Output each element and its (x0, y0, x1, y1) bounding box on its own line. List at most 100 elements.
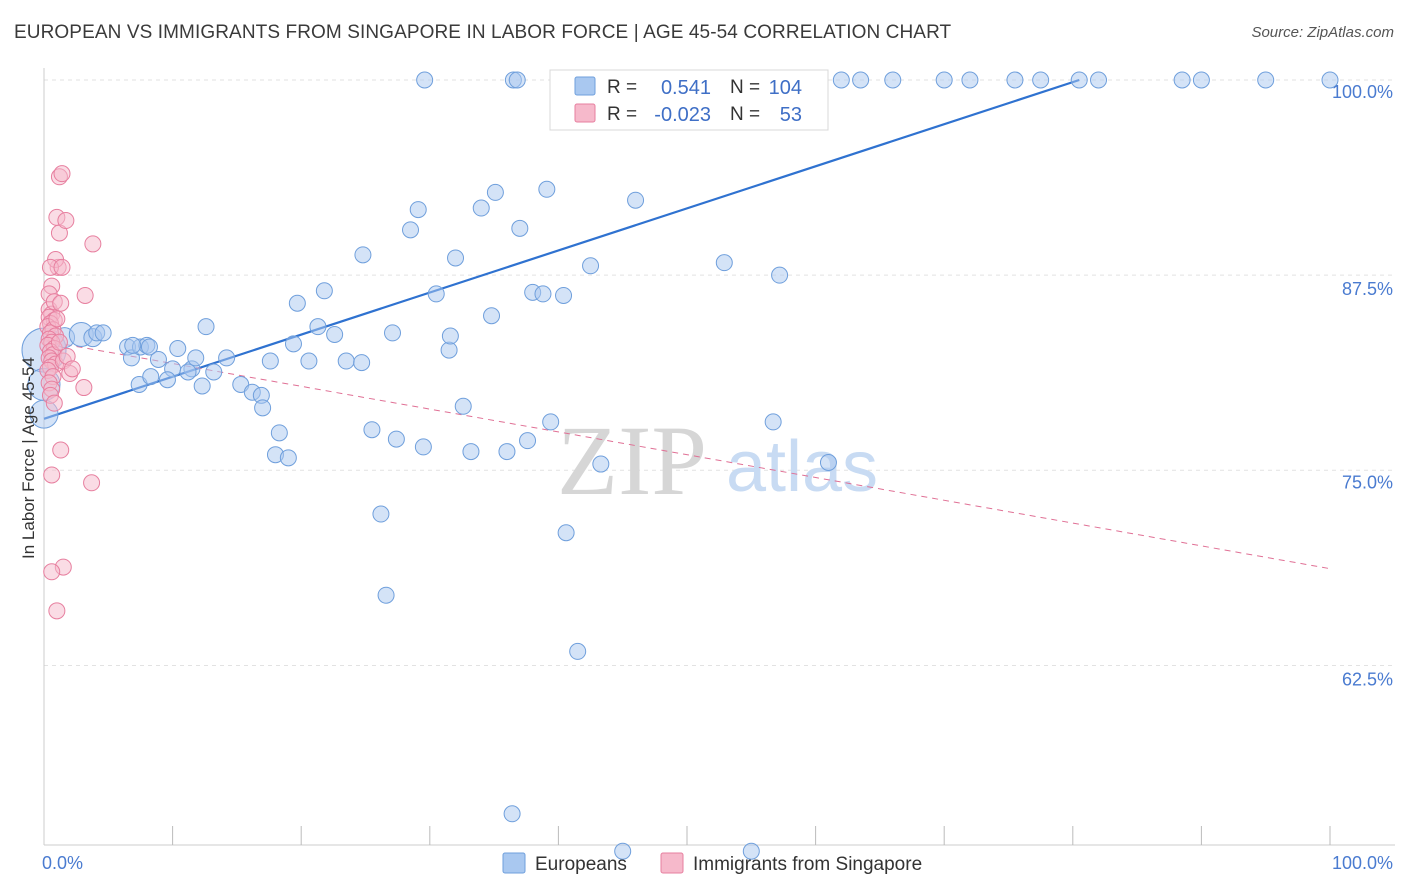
point-europeans (884, 71, 902, 89)
point-europeans (852, 71, 870, 89)
point-europeans (279, 449, 297, 467)
point-europeans (409, 201, 427, 219)
point-europeans (315, 282, 333, 300)
point-europeans (205, 363, 223, 381)
chart-title: EUROPEAN VS IMMIGRANTS FROM SINGAPORE IN… (14, 22, 952, 43)
point-europeans (384, 324, 402, 342)
point-europeans (1321, 71, 1339, 89)
point-europeans (354, 246, 372, 264)
legend-n-label-2: N = (730, 104, 760, 125)
legend-r-value-2: -0.023 (654, 104, 711, 126)
x-tick-label-min: 0.0% (42, 853, 83, 873)
legend-n-value-2: 53 (780, 104, 802, 126)
point-europeans (534, 285, 552, 303)
point-europeans (149, 350, 167, 368)
point-singapore (43, 466, 61, 484)
watermark-zip: ZIP (557, 405, 707, 516)
point-europeans (158, 371, 176, 389)
point-europeans (254, 399, 272, 417)
point-singapore (75, 379, 93, 397)
point-europeans (486, 183, 504, 201)
point-europeans (142, 368, 160, 386)
legend-swatch-singapore (574, 103, 596, 123)
point-europeans (377, 586, 395, 604)
y-tick-label: 62.5% (1342, 669, 1393, 689)
point-europeans (771, 266, 789, 284)
source-credit: Source: ZipAtlas.com (1251, 24, 1394, 41)
point-europeans (627, 191, 645, 209)
point-europeans (1032, 71, 1050, 89)
point-europeans (270, 424, 288, 442)
point-singapore (48, 310, 66, 328)
point-europeans (402, 221, 420, 239)
point-europeans (1257, 71, 1275, 89)
point-singapore (63, 360, 81, 378)
point-europeans (284, 335, 302, 353)
trend-lines (43, 78, 1331, 570)
point-europeans (427, 285, 445, 303)
point-europeans (542, 413, 560, 431)
point-europeans (288, 294, 306, 312)
watermark-atlas: atlas (726, 427, 878, 507)
point-europeans (1090, 71, 1108, 89)
point-europeans (197, 318, 215, 336)
point-europeans (961, 71, 979, 89)
point-europeans (764, 413, 782, 431)
point-europeans (1006, 71, 1024, 89)
y-axis-label: In Labor Force | Age 45-54 (19, 357, 38, 559)
bottom-legend: Europeans Immigrants from Singapore (502, 852, 922, 875)
point-europeans (538, 180, 556, 198)
point-europeans (592, 455, 610, 473)
legend-n-value-1: 104 (769, 77, 802, 99)
bottom-legend-europeans: Europeans (535, 854, 627, 875)
x-tick-label-max: 100.0% (1332, 853, 1393, 873)
point-singapore (48, 602, 66, 620)
point-europeans (440, 341, 458, 359)
point-europeans (447, 249, 465, 267)
point-europeans (582, 257, 600, 275)
point-singapore (57, 212, 75, 230)
point-europeans (555, 286, 573, 304)
point-europeans (169, 340, 187, 358)
legend-swatch-europeans (574, 76, 596, 96)
y-tick-label: 87.5% (1342, 279, 1393, 299)
point-europeans (261, 352, 279, 370)
point-europeans (124, 336, 142, 354)
point-europeans (454, 397, 472, 415)
point-europeans (387, 430, 405, 448)
bottom-legend-swatch-europeans (502, 852, 526, 874)
point-singapore (45, 394, 63, 412)
point-europeans (416, 71, 434, 89)
point-europeans (140, 338, 158, 356)
point-singapore (50, 333, 68, 351)
y-tick-label: 100.0% (1332, 82, 1393, 102)
legend-r-label-1: R = (607, 77, 637, 98)
point-europeans (326, 325, 344, 343)
point-singapore (76, 286, 94, 304)
point-europeans (309, 318, 327, 336)
point-europeans (414, 438, 432, 456)
point-europeans (557, 524, 575, 542)
stats-legend-box (549, 69, 829, 131)
bottom-legend-singapore: Immigrants from Singapore (693, 854, 922, 875)
point-europeans (353, 354, 371, 372)
point-europeans (742, 842, 760, 860)
point-europeans (498, 443, 516, 461)
point-europeans (94, 324, 112, 342)
point-europeans (337, 352, 355, 370)
point-europeans (511, 219, 529, 237)
point-europeans (519, 432, 537, 450)
point-europeans (1173, 71, 1191, 89)
point-singapore (84, 235, 102, 253)
point-europeans (569, 642, 587, 660)
trend-line-singapore (43, 340, 1331, 570)
watermark: ZIP atlas (557, 405, 878, 516)
point-europeans (363, 421, 381, 439)
point-europeans (193, 377, 211, 395)
trend-line-europeans (43, 78, 1080, 420)
point-europeans (187, 349, 205, 367)
y-tick-labels: 62.5% 75.0% 87.5% 100.0% (1332, 82, 1393, 689)
point-europeans (472, 199, 490, 217)
point-europeans (935, 71, 953, 89)
